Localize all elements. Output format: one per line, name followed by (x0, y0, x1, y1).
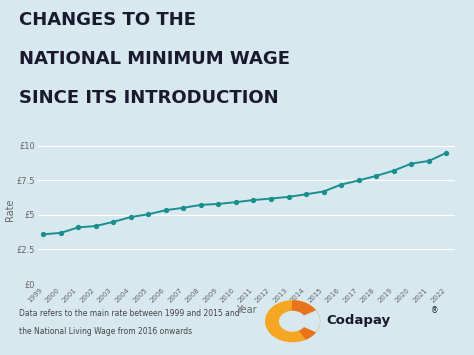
Text: Codapay: Codapay (327, 314, 391, 327)
Text: CHANGES TO THE: CHANGES TO THE (19, 11, 196, 29)
Wedge shape (292, 311, 319, 332)
Y-axis label: Rate: Rate (5, 198, 15, 221)
Text: NATIONAL MINIMUM WAGE: NATIONAL MINIMUM WAGE (19, 50, 290, 68)
Wedge shape (292, 301, 319, 339)
Circle shape (266, 301, 319, 342)
Text: the National Living Wage from 2016 onwards: the National Living Wage from 2016 onwar… (19, 327, 192, 335)
Text: Data refers to the main rate between 1999 and 2015 and: Data refers to the main rate between 199… (19, 309, 239, 318)
Text: SINCE ITS INTRODUCTION: SINCE ITS INTRODUCTION (19, 89, 279, 107)
Circle shape (280, 311, 306, 331)
X-axis label: Year: Year (236, 305, 257, 315)
Text: ®: ® (431, 306, 438, 315)
